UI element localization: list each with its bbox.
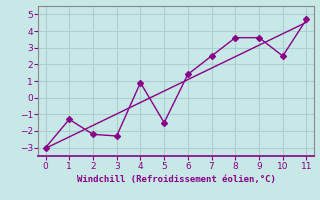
X-axis label: Windchill (Refroidissement éolien,°C): Windchill (Refroidissement éolien,°C): [76, 175, 276, 184]
